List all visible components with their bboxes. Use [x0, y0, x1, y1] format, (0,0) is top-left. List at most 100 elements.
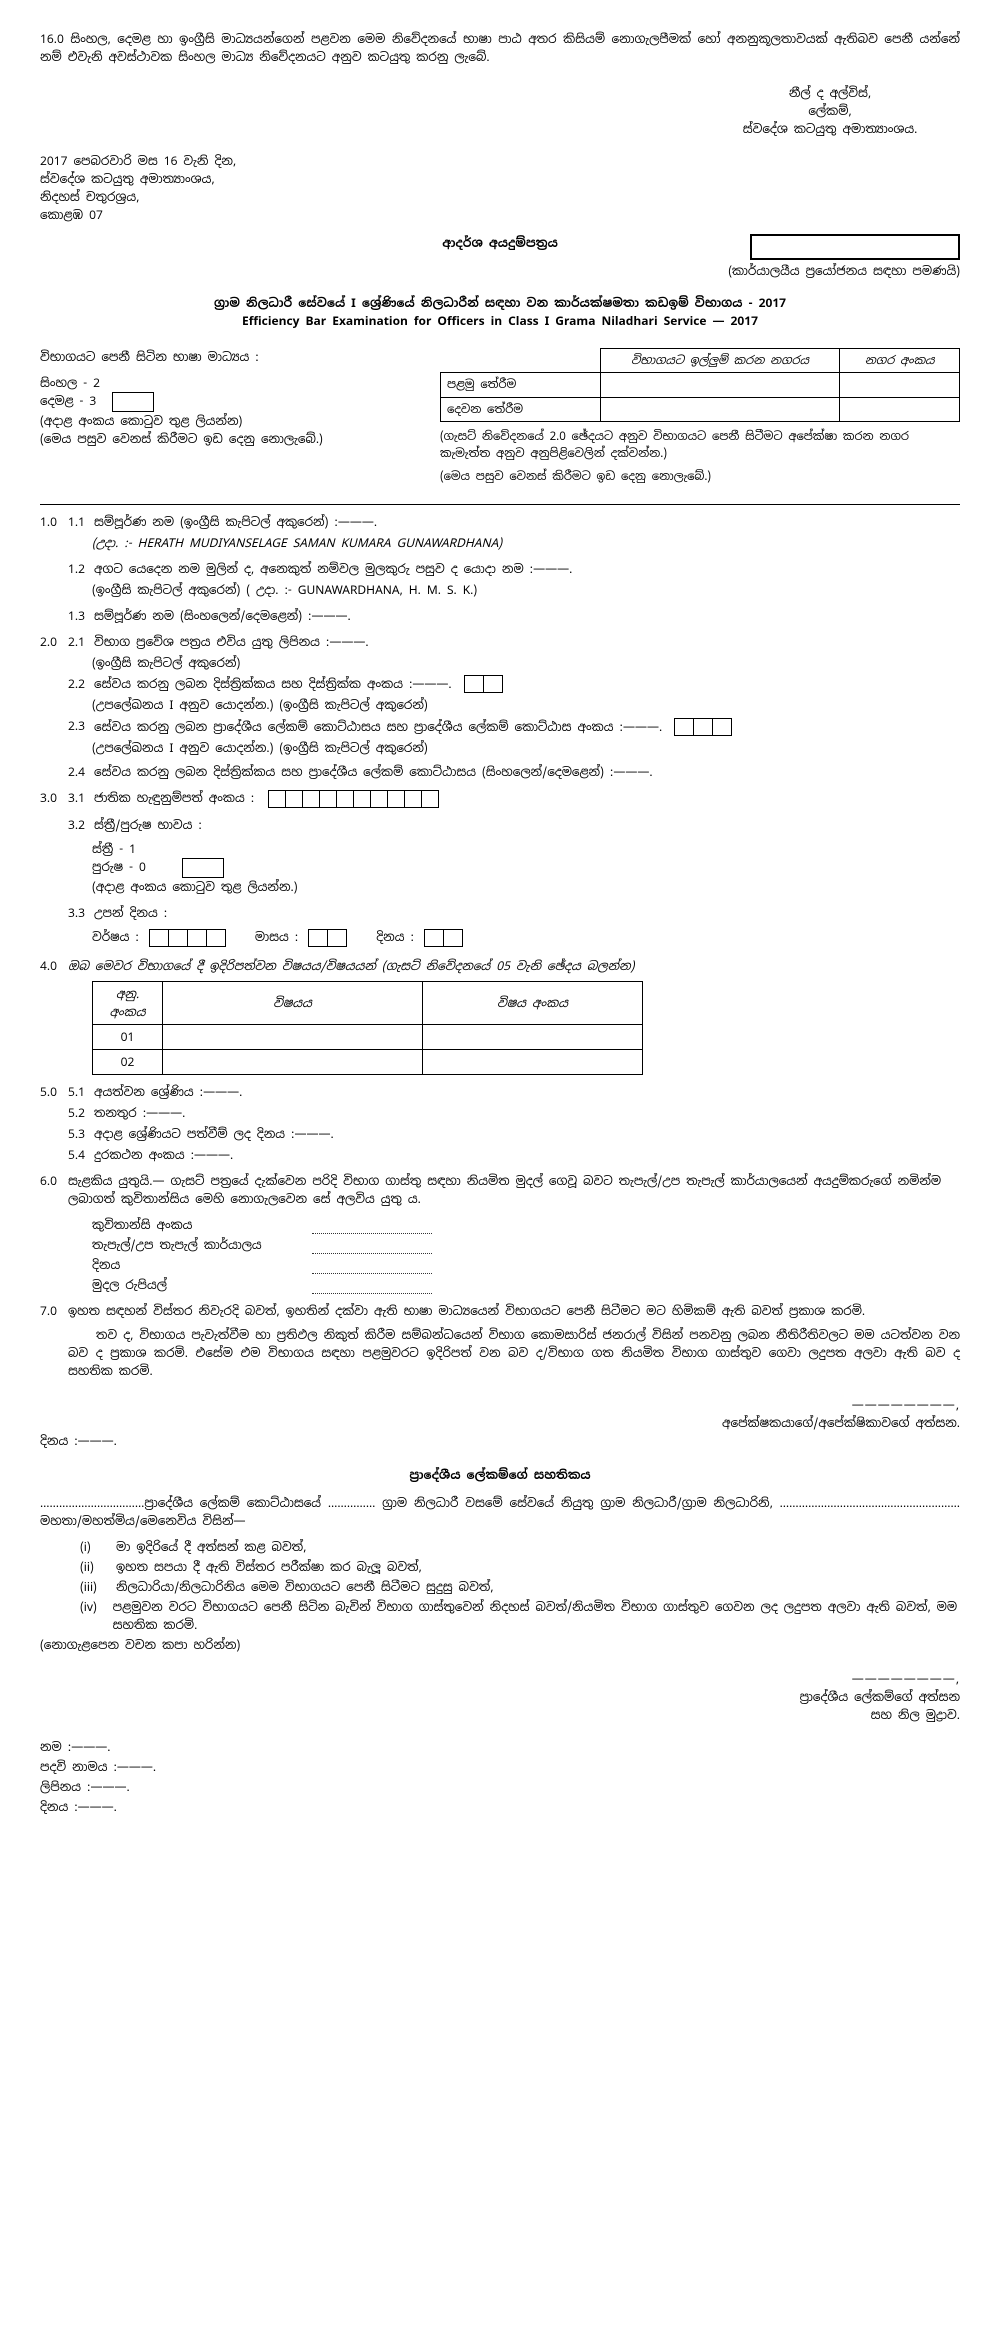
cert-title: ප්‍රාදේශීය ලේකම්ගේ සහතිකය	[40, 1466, 960, 1484]
footer-desig: පදවි නාමය :———.	[40, 1758, 960, 1776]
lang-sinhala: සිංහල - 2	[40, 375, 100, 391]
dob-month-label: මාසය :	[255, 928, 298, 946]
declaration-p1: ඉහත සඳහන් විස්තර නිවැරදි බවත්, ඉහතින් දක…	[68, 1302, 960, 1320]
city-choice-2-name[interactable]	[600, 397, 840, 421]
subject-h2: විෂයය	[163, 981, 423, 1024]
field-2-2b: (උපලේඛනය I අනුව යොදන්න.) (ඉංග්‍රීසි කැපි…	[92, 696, 960, 714]
declaration-p2: තව ද, විභාගය පැවැත්වීම හා ප්‍රතිඵල නිකුත…	[68, 1326, 960, 1380]
exam-title-si: ග්‍රාම නිලධාරී සේවයේ I ශ්‍රේණියේ නිලධාරී…	[40, 294, 960, 312]
date-line-1: 2017 පෙබරවාරි මස 16 වැනි දින,	[40, 152, 960, 170]
date-line-4: කොළඹ 07	[40, 206, 960, 224]
postoffice-label: තැපැල්/උප තැපැල් කාර්යාලය	[92, 1236, 312, 1254]
dob-month-box[interactable]	[308, 928, 346, 947]
gender-note: (අදාළ අංකය කොටුව තුළ ලියන්න.)	[92, 878, 960, 896]
office-use-box[interactable]	[750, 234, 960, 260]
field-1-2b: (ඉංග්‍රීසි කැපිටල් අකුරෙන්) ( උදා. :- GU…	[92, 581, 960, 599]
field-5-3: අදාළ ශ්‍රේණියට පත්වීම් ලද දිනය :———.	[94, 1125, 960, 1143]
city-note-2: (මෙය පසුව වෙනස් කිරීමට ඉඩ දෙනු නොලැබේ.)	[440, 468, 960, 485]
cert-iv: පළමුවන වරට විභාගයට පෙනී සිටින බැවින් විභ…	[113, 1598, 960, 1634]
city-choice-1-code[interactable]	[840, 373, 960, 397]
receipt-no-field[interactable]	[312, 1216, 432, 1234]
subject-row-1-code[interactable]	[423, 1024, 643, 1049]
exam-city-table: විභාගයට ඉල්ලුම් කරන නගරය නගර අංකය පළමු ත…	[440, 348, 960, 422]
postoffice-field[interactable]	[312, 1236, 432, 1254]
ds-sig-label-2: සහ නිල මුද්‍රාව.	[40, 1706, 960, 1724]
exam-title: ග්‍රාම නිලධාරී සේවයේ I ශ්‍රේණියේ නිලධාරී…	[40, 294, 960, 330]
nic-box[interactable]	[268, 789, 438, 808]
sig-title: ලේකම්,	[700, 102, 960, 120]
cert-intro: ……………………………ප්‍රාදේශීය ලේකම් කොට්ඨාසයේ ………	[40, 1494, 960, 1530]
section-4-title: ඔබ මෙවර විභාගයේ දී ඉදිරිපත්වන විෂයය/විෂය…	[68, 957, 960, 975]
dob-year-box[interactable]	[149, 928, 225, 947]
applicant-sig-label: අපේක්ෂකයාගේ/අපේක්ෂිකාවගේ අත්සන.	[40, 1414, 960, 1432]
field-2-3b: (උපලේඛනය I අනුව යොදන්න.) (ඉංග්‍රීසි කැපි…	[92, 739, 960, 757]
form-title: ආදර්ශ අයදුම්පත්‍රය	[40, 234, 750, 252]
date-line-2: ස්වදේශ කටයුතු අමාත්‍යාංශය,	[40, 170, 960, 188]
cert-i: මා ඉදිරියේ දී අත්සන් කළ බවත්,	[116, 1538, 306, 1556]
city-choice-1-name[interactable]	[600, 373, 840, 397]
ds-code-box[interactable]	[674, 717, 731, 736]
minister-signature-block: නීල් ද අල්විස්, ලේකම්, ස්වදේශ කටයුතු අමා…	[700, 84, 960, 138]
field-5-1: අයත්වන ශ්‍රේණිය :———.	[94, 1083, 960, 1101]
field-2-1a: විභාග ප්‍රවේශ පත්‍රය එවිය යුතු ලිපිනය :—…	[94, 633, 960, 651]
cert-ii: ඉහත සපයා දී ඇති විස්තර පරීක්ෂා කර බැලූ බ…	[116, 1558, 422, 1576]
lang-code-box[interactable]	[112, 392, 154, 412]
cert-iii: නිලධාරියා/නිලධාරිනිය මෙම විභාගයට පෙනී සි…	[116, 1578, 493, 1596]
dob-day-label: දිනය :	[376, 928, 414, 946]
cert-strike-note: (නොගැළපෙන වචන කපා හරින්න)	[40, 1636, 960, 1654]
subject-row-1-name[interactable]	[163, 1024, 423, 1049]
separator	[40, 504, 960, 505]
ds-sig-label-1: ප්‍රාදේශීය ලේකම්ගේ අත්සන	[40, 1688, 960, 1706]
field-5-2: තනතුර :———.	[94, 1104, 960, 1122]
field-1-1: සම්පූර්ණ නම (ඉංග්‍රීසි කැපිටල් අකුරෙන්) …	[94, 513, 960, 531]
city-table-h2: නගර අංකය	[840, 349, 960, 373]
field-2-1b: (ඉංග්‍රීසි කැපිටල් අකුරෙන්)	[92, 654, 960, 672]
applicant-sig-line[interactable]: ————————,	[40, 1396, 960, 1414]
date-line-3: නිදහස් චතුරශ්‍රය,	[40, 188, 960, 206]
field-5-4: දුරකථන අංකය :———.	[94, 1146, 960, 1164]
dob-year-label: වර්ෂය :	[92, 928, 139, 946]
amount-field[interactable]	[312, 1276, 432, 1294]
ds-sig-line[interactable]: ————————,	[40, 1670, 960, 1688]
gender-code-box[interactable]	[182, 858, 224, 878]
office-only-note: (කාර්යාලයීය ප්‍රයෝජනය සඳහා පමණයි)	[40, 262, 960, 280]
sig-dept: ස්වදේශ කටයුතු අමාත්‍යාංශය.	[700, 120, 960, 138]
dob-day-box[interactable]	[424, 928, 462, 947]
field-3-1: ජාතික හැඳුනුම්පත් අංකය :	[94, 789, 254, 807]
city-note-1: (ගැසට් නිවේදනයේ 2.0 ඡේදයට අනුව විභාගයට ප…	[440, 428, 960, 463]
amount-label: මුදල රුපියල්	[92, 1276, 312, 1294]
district-code-box[interactable]	[464, 675, 502, 694]
city-table-h1: විභාගයට ඉල්ලුම් කරන නගරය	[600, 349, 840, 373]
gender-f: ස්ත්‍රී - 1	[92, 841, 136, 857]
city-choice-2-label: දෙවන තේරීම	[441, 397, 601, 421]
lang-note-1: (අදාළ අංකය කොටුව තුළ ලියන්න)	[40, 412, 420, 430]
issue-date-block: 2017 පෙබරවාරි මස 16 වැනි දින, ස්වදේශ කටය…	[40, 152, 960, 224]
clause-16: 16.0 සිංහල, දෙමළ හා ඉංග්‍රීසි මාධ්‍යයන්ග…	[40, 30, 960, 66]
lang-tamil: දෙමළ - 3	[40, 393, 96, 409]
field-1-2a: අගට යෙදෙන නම මුලින් ද, අනෙකුත් නම්වල මුල…	[94, 560, 960, 578]
field-3-2: ස්ත්‍රී/පුරුෂ භාවය :	[94, 816, 960, 834]
city-choice-1-label: පළමු තේරීම	[441, 373, 601, 397]
section-6-title: සැළකිය යුතුයි.— ගැසට් පත්‍රයේ දැක්වෙන පර…	[68, 1172, 960, 1208]
gender-m: පුරුෂ - 0	[92, 859, 146, 875]
exam-title-en: Efficiency Bar Examination for Officers …	[40, 312, 960, 330]
pay-date-field[interactable]	[312, 1256, 432, 1274]
pay-date-label: දිනය	[92, 1256, 312, 1274]
field-3-3: උපන් දිනය :	[94, 904, 960, 922]
lang-label: විභාගයට පෙනී සිටින භාෂා මාධ්‍යය :	[40, 348, 420, 366]
field-1-3: සම්පූර්ණ නම (සිංහලෙන්/දෙමළෙන්) :———.	[94, 607, 960, 625]
subject-row-2-name[interactable]	[163, 1049, 423, 1074]
receipt-no-label: කුවිතාන්සි අංකය	[92, 1216, 312, 1234]
subject-row-2-code[interactable]	[423, 1049, 643, 1074]
field-2-2a: සේවය කරනු ලබන දිස්ත්‍රික්කය සහ දිස්ත්‍රි…	[94, 675, 452, 693]
subject-table: අනු. අංකය විෂයය විෂය අංකය 01 02	[92, 981, 643, 1075]
field-1-1-eg: (උදා. :- HERATH MUDIYANSELAGE SAMAN KUMA…	[92, 534, 960, 552]
footer-addr: ලිපිනය :———.	[40, 1778, 960, 1796]
footer-fields: නම :———. පදවි නාමය :———. ලිපිනය :———. දි…	[40, 1738, 960, 1816]
language-medium-block: විභාගයට පෙනී සිටින භාෂා මාධ්‍යය : සිංහල …	[40, 348, 420, 448]
footer-name: නම :———.	[40, 1738, 960, 1756]
field-2-3a: සේවය කරනු ලබන ප්‍රාදේශීය ලේකම් කොට්ඨාසය …	[94, 718, 662, 736]
subject-h3: විෂය අංකය	[423, 981, 643, 1024]
applicant-date: දිනය :———.	[40, 1432, 960, 1450]
city-choice-2-code[interactable]	[840, 397, 960, 421]
